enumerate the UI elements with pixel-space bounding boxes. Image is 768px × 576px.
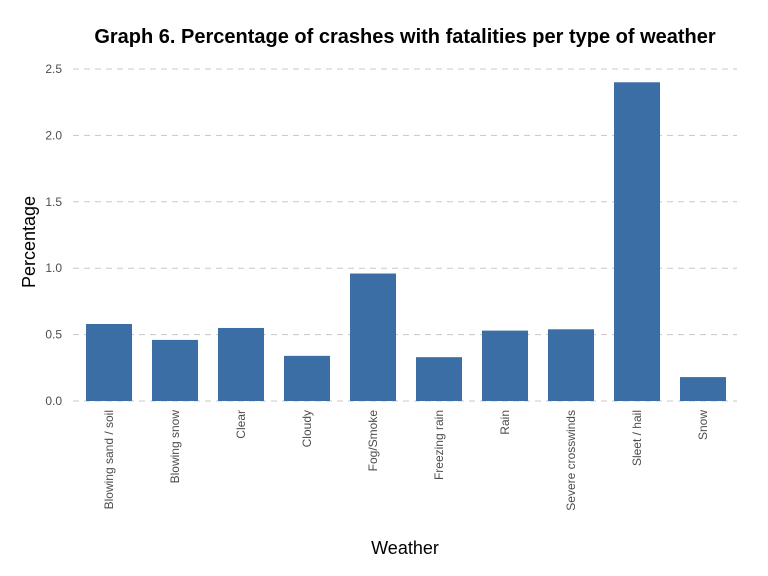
- bar: [86, 323, 132, 401]
- x-tick-label: Fog/Smoke: [366, 410, 380, 472]
- y-tick-label: 0.5: [45, 328, 62, 342]
- x-tick-label: Severe crosswinds: [564, 410, 578, 511]
- chart-title: Graph 6. Percentage of crashes with fata…: [94, 26, 716, 48]
- bar: [548, 329, 594, 401]
- x-tick-label: Freezing rain: [432, 410, 446, 480]
- y-axis-title: Percentage: [19, 196, 39, 288]
- bar: [482, 330, 528, 401]
- x-axis-title: Weather: [371, 538, 439, 558]
- x-tick-label: Blowing sand / soil: [102, 410, 116, 509]
- bar: [680, 377, 726, 401]
- x-axis-ticks: Blowing sand / soil Blowing snow Clear Clou…: [102, 410, 710, 511]
- bar: [416, 357, 462, 401]
- bar: [614, 82, 660, 401]
- y-tick-label: 1.5: [45, 195, 62, 209]
- y-tick-label: 0.0: [45, 394, 62, 408]
- y-tick-label: 1.0: [45, 261, 62, 275]
- x-tick-label: Cloudy: [300, 410, 314, 447]
- y-tick-label: 2.0: [45, 128, 62, 142]
- y-tick-label: 2.5: [45, 62, 62, 76]
- x-tick-label: Sleet / hail: [630, 410, 644, 466]
- y-axis-ticks: 0.0 0.5 1.0 1.5 2.0 2.5: [45, 62, 62, 408]
- x-tick-label: Blowing snow: [168, 410, 182, 484]
- bar: [152, 339, 198, 401]
- bar: [218, 327, 264, 401]
- bar: [350, 273, 396, 401]
- bars: [86, 82, 726, 401]
- bar: [284, 355, 330, 401]
- x-tick-label: Snow: [696, 410, 710, 440]
- x-tick-label: Rain: [498, 410, 512, 435]
- x-tick-label: Clear: [234, 410, 248, 439]
